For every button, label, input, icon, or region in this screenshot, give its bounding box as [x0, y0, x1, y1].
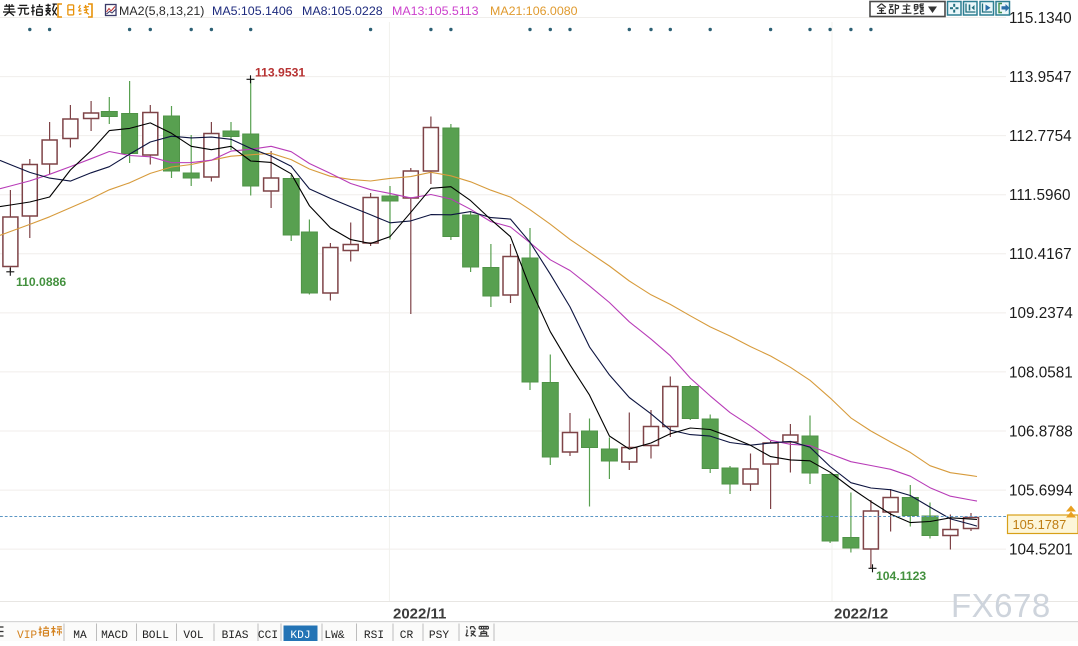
svg-text:CR: CR	[400, 630, 414, 641]
svg-text:MA: MA	[73, 630, 87, 641]
svg-text:MA21:106.0080: MA21:106.0080	[490, 4, 578, 18]
svg-text:BOLL: BOLL	[142, 630, 169, 641]
svg-text:104.5201: 104.5201	[1009, 542, 1073, 559]
svg-text:KDJ: KDJ	[290, 630, 310, 641]
svg-text:VOL: VOL	[183, 630, 203, 641]
svg-text:113.9531: 113.9531	[255, 66, 305, 80]
svg-text:109.2374: 109.2374	[1009, 305, 1073, 322]
svg-text:105.6994: 105.6994	[1009, 483, 1073, 500]
svg-text:FX678: FX678	[951, 587, 1051, 624]
svg-text:105.1787: 105.1787	[1013, 517, 1067, 532]
svg-text:MA5:105.1406: MA5:105.1406	[212, 4, 293, 18]
svg-text:MA13:105.5113: MA13:105.5113	[392, 4, 479, 18]
svg-text:BIAS: BIAS	[222, 630, 249, 641]
svg-text:2022/11: 2022/11	[393, 606, 446, 623]
svg-text:MA8:105.0228: MA8:105.0228	[302, 4, 383, 18]
svg-text:112.7754: 112.7754	[1009, 128, 1072, 145]
svg-text:111.5960: 111.5960	[1009, 187, 1071, 204]
svg-text:RSI: RSI	[364, 630, 384, 641]
svg-text:104.1123: 104.1123	[876, 569, 926, 583]
svg-text:MA2(5,8,13,21): MA2(5,8,13,21)	[119, 4, 204, 18]
svg-text:PSY: PSY	[429, 630, 449, 641]
svg-text:115.1340: 115.1340	[1009, 10, 1072, 27]
svg-text:113.9547: 113.9547	[1009, 69, 1072, 86]
svg-text:108.0581: 108.0581	[1009, 364, 1073, 381]
svg-text:CCI: CCI	[258, 630, 278, 641]
svg-text:110.4167: 110.4167	[1009, 246, 1072, 263]
svg-text:VIP: VIP	[17, 630, 37, 641]
svg-text:2022/12: 2022/12	[834, 606, 888, 623]
svg-text:106.8788: 106.8788	[1009, 423, 1073, 440]
svg-text:110.0886: 110.0886	[16, 275, 66, 289]
svg-text:LW&: LW&	[324, 630, 344, 641]
svg-text:MACD: MACD	[101, 630, 128, 641]
